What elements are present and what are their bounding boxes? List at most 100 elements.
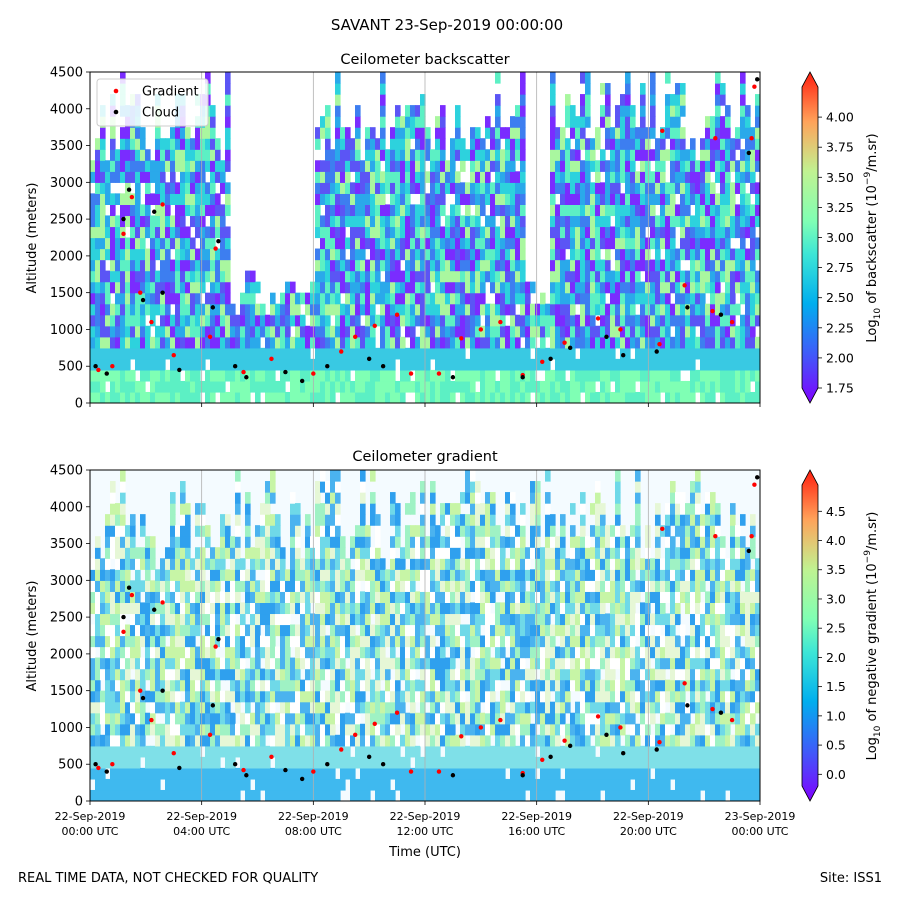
heatmap-cell: [485, 237, 491, 250]
heatmap-cell: [755, 369, 760, 382]
heatmap-cell: [335, 325, 341, 338]
heatmap-cell: [470, 391, 476, 403]
heatmap-cell: [295, 580, 301, 592]
heatmap-cell: [460, 778, 466, 791]
heatmap-cell: [170, 778, 176, 791]
heatmap-cell: [415, 303, 421, 316]
heatmap-cell: [160, 569, 166, 581]
heatmap-cell: [195, 591, 201, 603]
heatmap-cell: [560, 325, 566, 338]
heatmap-cell: [245, 734, 251, 747]
heatmap-cell: [720, 94, 726, 106]
heatmap-cell: [695, 182, 701, 194]
heatmap-cell: [450, 149, 456, 161]
heatmap-cell: [700, 149, 706, 161]
heatmap-cell: [375, 767, 381, 780]
heatmap-cell: [125, 547, 131, 559]
heatmap-cell: [630, 105, 636, 117]
heatmap-cell: [180, 160, 186, 172]
heatmap-cell: [305, 745, 311, 758]
heatmap-cell: [385, 149, 391, 161]
heatmap-cell: [160, 613, 166, 626]
heatmap-cell: [195, 701, 201, 714]
heatmap-cell: [160, 193, 166, 205]
heatmap-cell: [195, 503, 201, 515]
heatmap-cell: [235, 391, 241, 403]
heatmap-cell: [510, 215, 516, 228]
heatmap-cell: [665, 314, 671, 327]
heatmap-cell: [495, 72, 501, 84]
heatmap-cell: [190, 679, 196, 692]
heatmap-cell: [725, 314, 731, 327]
heatmap-cell: [475, 657, 481, 670]
heatmap-cell: [305, 292, 311, 305]
heatmap-cell: [95, 226, 101, 239]
heatmap-cell: [500, 248, 506, 261]
heatmap-cell: [290, 624, 296, 637]
heatmap-cell: [90, 336, 96, 349]
heatmap-cell: [710, 314, 716, 327]
heatmap-cell: [635, 193, 641, 205]
heatmap-cell: [135, 270, 141, 283]
heatmap-cell: [145, 248, 151, 261]
heatmap-cell: [665, 281, 671, 294]
heatmap-cell: [615, 259, 621, 272]
heatmap-cell: [710, 215, 716, 228]
heatmap-cell: [135, 380, 141, 393]
heatmap-cell: [650, 204, 656, 217]
heatmap-cell: [185, 127, 191, 139]
heatmap-cell: [435, 182, 441, 194]
heatmap-cell: [90, 204, 96, 217]
heatmap-cell: [320, 303, 326, 316]
heatmap-cell: [260, 558, 266, 570]
heatmap-cell: [100, 281, 106, 294]
heatmap-cell: [360, 734, 366, 747]
heatmap-cell: [600, 116, 606, 128]
heatmap-cell: [170, 270, 176, 283]
heatmap-cell: [590, 237, 596, 250]
heatmap-cell: [455, 646, 461, 659]
heatmap-cell: [390, 259, 396, 272]
heatmap-cell: [275, 712, 281, 725]
heatmap-cell: [445, 723, 451, 736]
heatmap-cell: [245, 679, 251, 692]
heatmap-cell: [680, 270, 686, 283]
heatmap-cell: [645, 138, 651, 150]
heatmap-cell: [635, 138, 641, 150]
heatmap-cell: [595, 248, 601, 261]
heatmap-cell: [485, 767, 491, 780]
heatmap-cell: [340, 701, 346, 714]
gradient-point: [160, 202, 165, 207]
heatmap-cell: [390, 547, 396, 559]
heatmap-cell: [520, 83, 526, 95]
heatmap-cell: [445, 569, 451, 581]
heatmap-cell: [720, 204, 726, 217]
heatmap-cell: [160, 281, 166, 294]
heatmap-cell: [375, 591, 381, 603]
heatmap-cell: [265, 314, 271, 327]
heatmap-cell: [480, 580, 486, 592]
heatmap-cell: [355, 734, 361, 747]
heatmap-cell: [320, 336, 326, 349]
heatmap-cell: [315, 503, 321, 515]
heatmap-cell: [295, 325, 301, 338]
heatmap-cell: [470, 635, 476, 648]
heatmap-cell: [340, 613, 346, 626]
heatmap-cell: [110, 380, 116, 393]
heatmap-cell: [255, 281, 261, 294]
heatmap-cell: [295, 503, 301, 515]
heatmap-cell: [575, 259, 581, 272]
heatmap-cell: [415, 127, 421, 139]
heatmap-cell: [330, 358, 336, 371]
heatmap-cell: [565, 347, 571, 360]
heatmap-cell: [385, 613, 391, 626]
heatmap-cell: [330, 470, 336, 482]
heatmap-cell: [180, 481, 186, 493]
heatmap-cell: [620, 380, 626, 393]
heatmap-cell: [380, 657, 386, 670]
heatmap-cell: [455, 635, 461, 648]
heatmap-cell: [290, 492, 296, 504]
heatmap-cell: [665, 248, 671, 261]
heatmap-cell: [150, 591, 156, 603]
heatmap-cell: [240, 358, 246, 371]
